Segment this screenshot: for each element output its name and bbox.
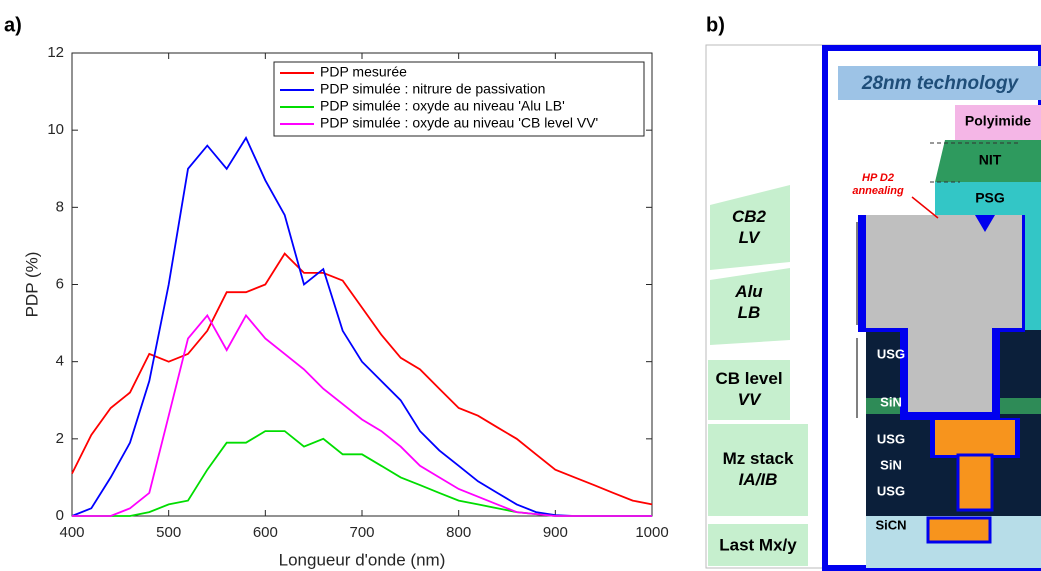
- x-tick-label: 500: [156, 524, 181, 541]
- polyimide: [955, 105, 1041, 140]
- stack-label: USG: [877, 346, 905, 361]
- block-label: CB2: [732, 207, 767, 226]
- layer-label: NIT: [979, 152, 1002, 168]
- via: [956, 453, 994, 512]
- mz: [935, 420, 1015, 455]
- line-chart: 400 500 600 700 800 900 1000 0 2 4 6 8 10 12 Longueur …: [22, 44, 668, 570]
- layer-label: PSG: [975, 190, 1005, 206]
- block: [708, 360, 790, 420]
- block: [710, 268, 790, 345]
- y-tick-label: 4: [56, 353, 64, 370]
- stack-label: USG: [877, 431, 905, 446]
- x-tick-label: 400: [59, 524, 84, 541]
- x-tick-label: 800: [446, 524, 471, 541]
- x-tick-label: 900: [543, 524, 568, 541]
- nit: [935, 140, 1041, 182]
- x-tick-label: 700: [349, 524, 374, 541]
- block-label: LB: [738, 303, 761, 322]
- x-axis-label: Longueur d'onde (nm): [279, 550, 446, 569]
- legend-box: [273, 61, 645, 137]
- block-label: Mz stack: [723, 449, 794, 468]
- block: [708, 424, 808, 516]
- legend-label: PDP simulée : nitrure de passivation: [320, 81, 545, 97]
- x-tick-label: 1000: [635, 524, 668, 541]
- block-label: IA/IB: [739, 470, 778, 489]
- y-tick-label: 10: [47, 121, 64, 138]
- block: [710, 185, 790, 270]
- header-box: [838, 66, 1041, 100]
- last-metal: [926, 516, 992, 544]
- layer-label: Polyimide: [965, 113, 1031, 129]
- block-label: CB level: [715, 369, 782, 388]
- stack-label: SiCN: [875, 517, 906, 532]
- legend-label: PDP mesurée: [320, 64, 407, 80]
- stack-label: SiN: [880, 457, 902, 472]
- panel-label: a): [4, 14, 22, 36]
- block-label: VV: [738, 390, 762, 409]
- block-label: Last Mx/y: [719, 535, 797, 554]
- annotation: HP D2: [862, 172, 894, 184]
- y-tick-label: 12: [47, 44, 64, 61]
- y-axis-label: PDP (%): [22, 252, 41, 318]
- stack-diagram: 28nm technology Polyimide NIT PSG HP D2anne…: [705, 44, 1041, 571]
- stack-label: USG: [877, 483, 905, 498]
- panel-label: b): [706, 14, 725, 36]
- block-label: LV: [739, 228, 761, 247]
- y-tick-label: 6: [56, 275, 64, 292]
- y-tick-label: 2: [56, 430, 64, 447]
- stack-label: SiN: [880, 394, 902, 409]
- header: 28nm technology: [861, 73, 1020, 94]
- x-tick-label: 600: [253, 524, 278, 541]
- block: [708, 524, 808, 566]
- block-label: Alu: [734, 282, 763, 301]
- y-tick-label: 8: [56, 198, 64, 215]
- y-tick-label: 0: [56, 507, 64, 524]
- annotation: annealing: [852, 185, 904, 197]
- legend-label: PDP simulée : oxyde au niveau 'Alu LB': [320, 98, 565, 114]
- series-line: [72, 313, 652, 517]
- series-line: [71, 252, 653, 506]
- annotation-line: [911, 196, 939, 219]
- legend-label: PDP simulée : oxyde au niveau 'CB level …: [320, 115, 598, 131]
- metal: [866, 215, 1022, 412]
